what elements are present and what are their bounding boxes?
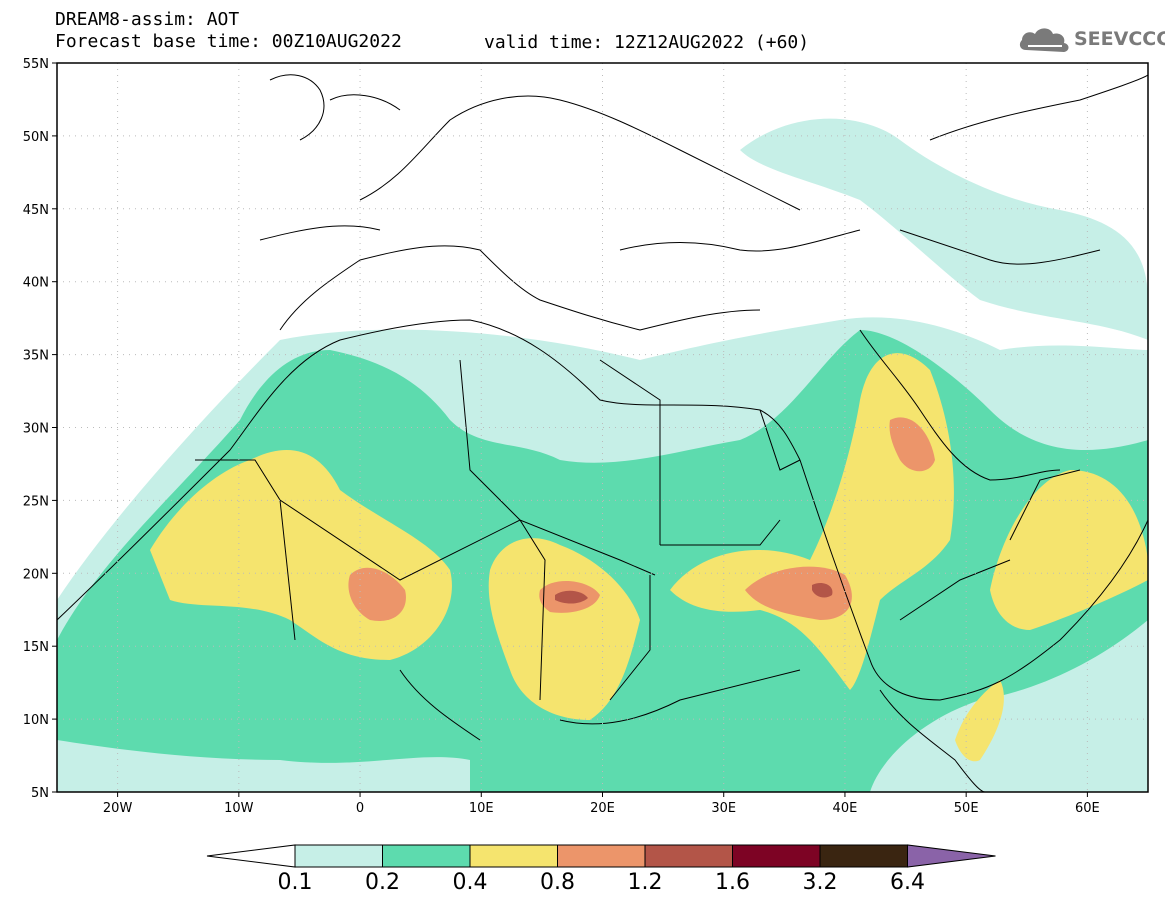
- lon-label: 50E: [954, 801, 979, 816]
- lon-label: 30E: [711, 801, 736, 816]
- aot-band-0.8-west: [348, 567, 406, 621]
- latitude-axis: 55N 50N 45N 40N 35N 30N 25N 20N 15N 10N 5N: [23, 57, 57, 801]
- colorbar-tick-label: 0.4: [452, 870, 488, 895]
- aot-band-0.1-hole: [57, 740, 470, 792]
- colorbar-segment: [469, 844, 558, 868]
- colorbar-segment: [382, 844, 471, 868]
- lon-label: 60E: [1075, 801, 1100, 816]
- colorbar-tick-label: 0.1: [277, 870, 313, 895]
- lat-label: 25N: [23, 494, 49, 509]
- aot-band-0.8-east: [745, 566, 852, 620]
- colorbar-segment: [819, 844, 908, 868]
- aot-band-0.4-arabia: [990, 470, 1148, 630]
- colorbar-tick-label: 1.2: [627, 870, 663, 895]
- colorbar-under-arrow: [206, 844, 296, 868]
- lon-label: 40E: [833, 801, 858, 816]
- aot-band-0.4-somalia: [955, 680, 1004, 762]
- lat-label: 50N: [23, 130, 49, 145]
- base-time: Forecast base time: 00Z10AUG2022: [55, 31, 402, 52]
- aot-band-0.4-central: [488, 538, 640, 720]
- colorbar-tick-label: 6.4: [890, 870, 925, 895]
- logo-text: SEEVCCC: [1074, 28, 1165, 50]
- colorbar-segment: [557, 844, 646, 868]
- lon-label: 20W: [103, 801, 133, 816]
- aot-band-1.2-east: [812, 583, 833, 598]
- aot-band-1.2: [555, 590, 588, 604]
- chart-title: DREAM8-assim: AOT: [55, 9, 240, 30]
- lat-label: 20N: [23, 567, 49, 582]
- colorbar-over-arrow: [907, 844, 996, 868]
- valid-time: valid time: 12Z12AUG2022 (+60): [484, 32, 810, 53]
- lon-label: 20E: [590, 801, 615, 816]
- colorbar-segment: [732, 844, 821, 868]
- coastlines: [57, 74, 1148, 792]
- lat-label: 15N: [23, 640, 49, 655]
- aot-band-0.4-east: [670, 353, 954, 690]
- aot-band-0.8-arabia: [889, 417, 935, 472]
- lon-label: 10E: [469, 801, 494, 816]
- lon-label: 10W: [224, 801, 254, 816]
- lon-label: 0: [356, 801, 364, 816]
- lat-label: 30N: [23, 422, 49, 437]
- longitude-axis: 20W 10W 0 10E 20E 30E 40E 50E 60E: [103, 792, 1100, 816]
- colorbar-segment: [294, 844, 383, 868]
- colorbar-tick-label: 0.2: [365, 870, 400, 895]
- colorbar-segment: [644, 844, 733, 868]
- seevccc-logo: SEEVCCC: [1018, 24, 1165, 58]
- lat-label: 45N: [23, 203, 49, 218]
- colorbar: [206, 844, 996, 868]
- cloud-icon: [1019, 28, 1069, 52]
- lat-label: 5N: [31, 786, 49, 801]
- lat-label: 35N: [23, 349, 49, 364]
- lat-label: 10N: [23, 713, 49, 728]
- aot-band-0.1-north: [740, 118, 1148, 340]
- lat-label: 55N: [23, 57, 49, 72]
- lat-label: 40N: [23, 276, 49, 291]
- colorbar-tick-label: 1.6: [715, 870, 750, 895]
- colorbar-tick-label: 3.2: [802, 870, 838, 895]
- colorbar-tick-label: 0.8: [540, 870, 575, 895]
